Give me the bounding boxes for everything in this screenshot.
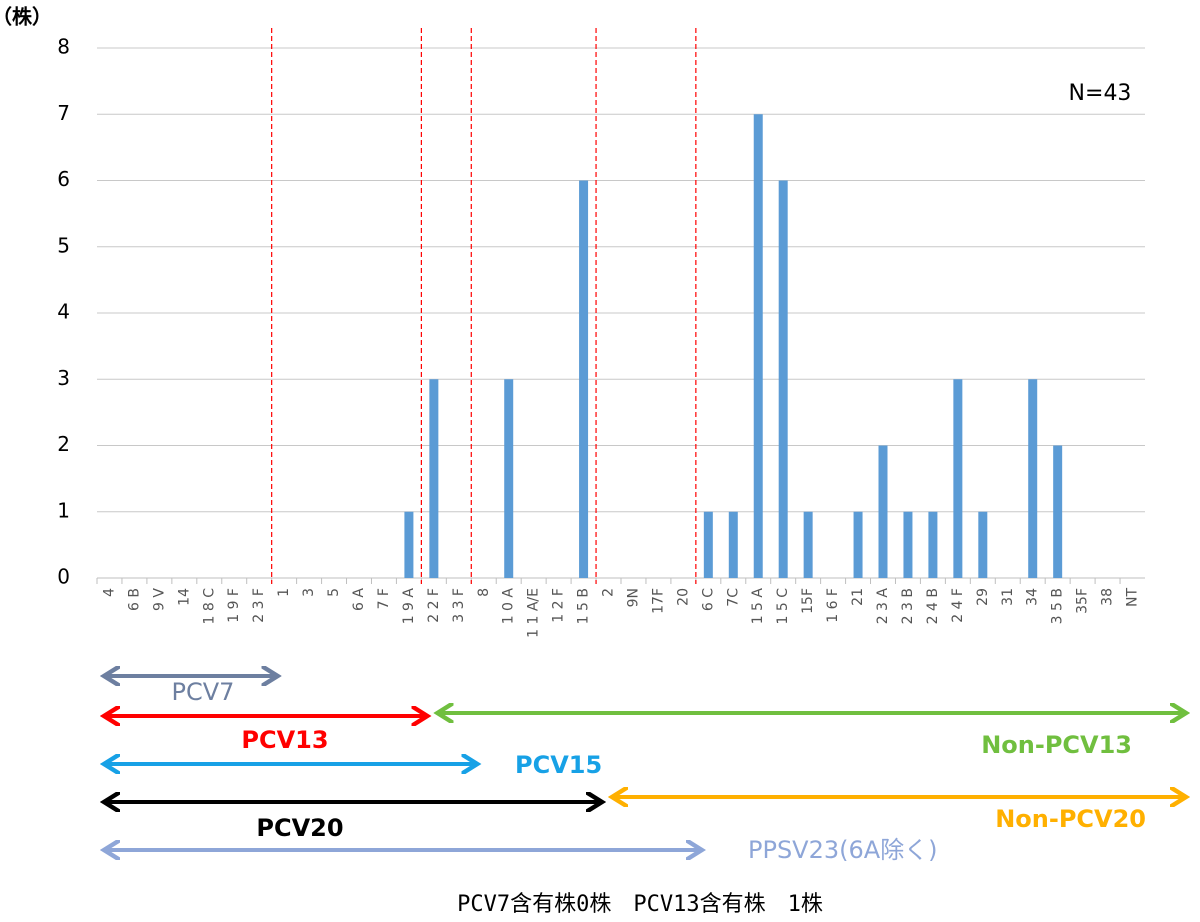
bar [579, 180, 589, 578]
y-tick-label: 6 [57, 167, 70, 191]
x-tick-label: 35F [1075, 588, 1091, 614]
y-tick-label: 3 [57, 366, 70, 390]
x-tick-label: 2 2 F [426, 588, 442, 623]
x-tick-label: 34 [1025, 588, 1041, 606]
x-tick-label: 3 [301, 588, 317, 597]
x-tick-label: 3 5 B [1050, 588, 1066, 624]
range-label: Non-PCV20 [995, 805, 1146, 833]
x-tick-label: 3 3 F [451, 588, 467, 623]
bar [903, 511, 913, 578]
bar [504, 379, 514, 578]
x-tick-label: 2 4 F [950, 588, 966, 623]
x-tick-label: 1 5 C [775, 588, 791, 625]
bar [404, 511, 414, 578]
bar [778, 180, 788, 578]
bar [429, 379, 439, 578]
bar [728, 511, 738, 578]
x-tick-label: 7 F [376, 588, 392, 609]
bar [703, 511, 713, 578]
y-tick-label: 0 [57, 565, 70, 589]
x-tick-label: 9 V [151, 588, 167, 611]
range-label: PPSV23(6A除く) [748, 836, 938, 864]
x-tick-label: NT [1125, 588, 1141, 607]
x-tick-label: 1 5 B [576, 588, 592, 624]
bar [853, 511, 863, 578]
bar [803, 511, 813, 578]
x-tick-label: 2 3 A [875, 588, 891, 625]
x-tick-label: 15F [800, 588, 816, 614]
x-tick-label: 6 C [700, 588, 716, 611]
x-tick-label: 1 2 F [551, 588, 567, 623]
y-tick-label: 4 [57, 300, 70, 324]
y-tick-label: 8 [57, 35, 70, 59]
bar [753, 114, 763, 578]
range-label: PCV20 [256, 814, 343, 842]
x-tick-label: 2 4 B [925, 588, 941, 624]
bar [1053, 445, 1063, 578]
x-tick-label: 7C [725, 588, 741, 607]
y-tick-label: 2 [57, 432, 70, 456]
y-tick-label: 7 [57, 101, 70, 125]
x-tick-label: 6 B [126, 588, 142, 611]
y-tick-label: 1 [57, 498, 70, 522]
x-tick-label: 1 8 C [201, 588, 217, 625]
x-tick-label: 1 1 A/E [526, 588, 542, 638]
x-tick-label: 21 [850, 588, 866, 606]
x-tick-label: 9N [625, 588, 641, 607]
x-tick-label: 4 [101, 588, 117, 597]
footer: PCV7含有株0株 PCV13含有株 1株 [457, 892, 823, 917]
x-tick-label: 20 [675, 588, 691, 606]
x-tick-label: 29 [975, 588, 991, 606]
x-tick-label: 2 [601, 588, 617, 597]
range-label: PCV15 [515, 751, 602, 779]
range-label: PCV13 [241, 726, 328, 754]
x-tick-label: 1 [276, 588, 292, 597]
x-tick-label: 38 [1100, 588, 1116, 606]
x-tick-label: 1 5 A [750, 588, 766, 625]
bar [953, 379, 963, 578]
y-tick-label: 5 [57, 233, 70, 257]
x-tick-label: 1 9 F [226, 588, 242, 623]
bar [978, 511, 988, 578]
annotation: N=43 [1069, 81, 1132, 106]
x-tick-label: 1 9 A [401, 588, 417, 625]
x-tick-label: 14 [176, 588, 192, 606]
range-label: Non-PCV13 [981, 731, 1132, 759]
x-tick-label: 17F [650, 588, 666, 614]
x-tick-label: 2 3 F [251, 588, 267, 623]
x-tick-label: 2 3 B [900, 588, 916, 624]
x-tick-label: 1 0 A [501, 588, 517, 625]
y-axis-label: （株） [0, 5, 52, 29]
range-label: PCV7 [172, 678, 235, 706]
bar [1028, 379, 1038, 578]
bar [878, 445, 888, 578]
x-tick-label: 5 [326, 588, 342, 597]
x-tick-label: 6 A [351, 588, 367, 611]
x-tick-label: 8 [476, 588, 492, 597]
bar [928, 511, 938, 578]
x-tick-label: 1 6 F [825, 588, 841, 623]
x-tick-label: 31 [1000, 588, 1016, 606]
